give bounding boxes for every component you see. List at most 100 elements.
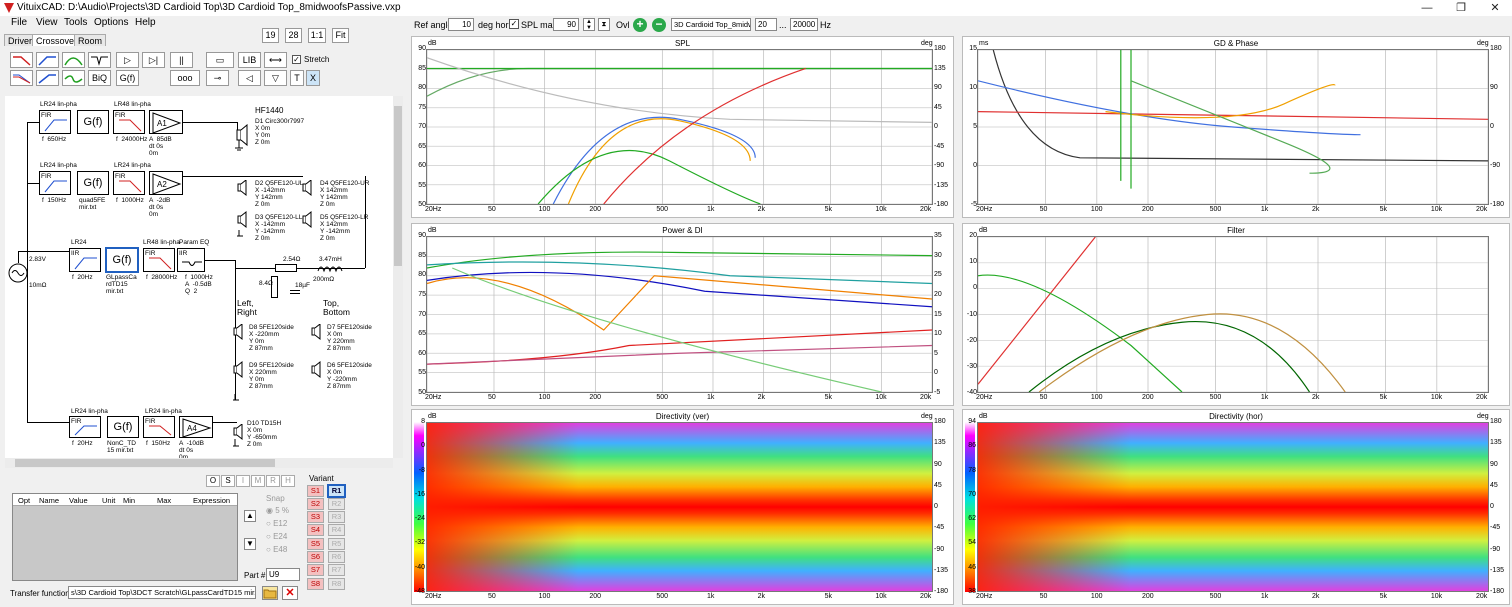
freq-from-input[interactable]: 20 [755, 18, 777, 31]
variant-s2-button[interactable]: S2 [307, 498, 324, 510]
dirhor-graph[interactable]: Directivity (hor) dB deg 94 86 78 70 62 54 46 38 1… [962, 409, 1510, 605]
clear-icon[interactable]: ✕ [282, 586, 298, 600]
notch-filter-button[interactable] [88, 52, 111, 68]
amp-block-1[interactable]: A1 [149, 110, 183, 134]
part-number-input[interactable]: U9 [266, 568, 300, 581]
resistor-2[interactable] [271, 276, 278, 298]
menu-view[interactable]: View [36, 17, 58, 28]
zoom-fit-button[interactable]: Fit [332, 28, 349, 43]
variant-s3-button[interactable]: S3 [307, 511, 324, 523]
zoom-19-button[interactable]: 19 [262, 28, 279, 43]
ref-angle-input[interactable]: 10 [448, 18, 474, 31]
maximize-button[interactable]: ❐ [1456, 2, 1466, 14]
fir-block-1[interactable]: FIR [39, 110, 71, 134]
minimize-button[interactable]: — [1421, 2, 1433, 14]
spl-max-input[interactable]: 90 [553, 18, 579, 31]
zoom-1to1-button[interactable]: 1:1 [308, 28, 326, 43]
gf-block-2[interactable]: G(f) [77, 171, 109, 195]
transformer-button[interactable]: ⊸ [206, 70, 229, 86]
power-graph[interactable]: Power & DI dB 90 85 80 75 70 65 60 55 50 35 30 25 20 15… [411, 223, 954, 406]
plot-area[interactable] [977, 49, 1489, 205]
amp-block-2[interactable]: A2 [149, 171, 183, 195]
fir-block-2[interactable]: FIR [113, 110, 145, 134]
variant-s5-button[interactable]: S5 [307, 538, 324, 550]
mode-m-button[interactable]: M [251, 475, 265, 487]
plot-area[interactable] [426, 422, 933, 592]
stretch-checkbox[interactable]: ✓ [292, 55, 301, 64]
menu-tools[interactable]: Tools [64, 17, 88, 28]
inverter-button[interactable]: ▷| [142, 52, 165, 68]
wire-button[interactable]: ⟷ [264, 52, 287, 68]
mode-h-button[interactable]: H [281, 475, 295, 487]
open-folder-icon[interactable] [262, 586, 278, 600]
plot-area[interactable] [977, 422, 1489, 592]
voltage-source-icon[interactable] [7, 262, 29, 284]
variant-r8-button[interactable]: R8 [328, 578, 345, 590]
variant-s8-button[interactable]: S8 [307, 578, 324, 590]
filter-graph[interactable]: Filter dB 20 10 0 -10 -20 -30 -40 20Hz 50 100 200 500… [962, 223, 1510, 406]
fir-block-5[interactable]: FIR [143, 248, 175, 272]
mode-o-button[interactable]: O [206, 475, 220, 487]
gf-block-1[interactable]: G(f) [77, 110, 109, 134]
spl-graph[interactable]: SPL dB deg 90 85 80 75 70 65 60 55 50 180 135 90 45 0 -45… [411, 36, 954, 218]
move-up-button[interactable]: ▲ [244, 510, 256, 522]
resistor-button[interactable]: ▭ [206, 52, 234, 68]
fir-block-6[interactable]: FIR [69, 416, 101, 438]
gf-block-selected[interactable]: G(f) [105, 247, 139, 273]
capacitor-button[interactable]: || [170, 52, 193, 68]
inductor-1[interactable] [317, 263, 343, 273]
remove-overlay-button[interactable]: − [652, 18, 666, 32]
gf-button[interactable]: G(f) [116, 70, 139, 86]
overlay-name-input[interactable]: 3D Cardioid Top_8midw [671, 18, 751, 31]
schematic-canvas[interactable]: LR24 lin-pha FIR f 650Hz G(f) LR48 lin-p… [5, 96, 393, 458]
library-button[interactable]: LIB [238, 52, 261, 68]
iir-block-1[interactable]: IIR [69, 248, 101, 272]
inductor-button[interactable]: ooo [170, 70, 200, 86]
menu-options[interactable]: Options [94, 17, 129, 28]
variant-r1-button[interactable]: R1 [327, 484, 346, 498]
fir-block-3[interactable]: FIR [39, 171, 71, 195]
highpass-lr-button[interactable] [36, 70, 59, 86]
speaker-button[interactable]: ◁ [238, 70, 261, 86]
bandpass-filter-button[interactable] [62, 52, 85, 68]
allpass-button[interactable] [62, 70, 85, 86]
biquad-button[interactable]: BiQ [88, 70, 111, 86]
variant-s7-button[interactable]: S7 [307, 564, 324, 576]
variant-r7-button[interactable]: R7 [328, 564, 345, 576]
resistor-1[interactable] [275, 264, 297, 272]
buffer-button[interactable]: ▷ [116, 52, 139, 68]
spl-max-checkbox[interactable]: ✓ [509, 19, 519, 29]
zoom-28-button[interactable]: 28 [285, 28, 302, 43]
mode-r-button[interactable]: R [266, 475, 280, 487]
schematic-horizontal-scrollbar[interactable] [5, 458, 393, 468]
variant-r4-button[interactable]: R4 [328, 524, 345, 536]
move-down-button[interactable]: ▼ [244, 538, 256, 550]
dirver-graph[interactable]: Directivity (ver) dB deg 8 0 -8 -16 -24 -32 -40 -… [411, 409, 954, 605]
menu-file[interactable]: File [11, 17, 28, 28]
variant-r3-button[interactable]: R3 [328, 511, 345, 523]
tab-room[interactable]: Room [74, 34, 107, 46]
ground-button[interactable]: ▽ [264, 70, 287, 86]
param-eq-block[interactable]: IIR [177, 248, 205, 272]
lowpass-filter-button[interactable] [10, 52, 33, 68]
variant-s1-button[interactable]: S1 [307, 485, 324, 497]
spl-max-reset-button[interactable]: ⧗ [598, 18, 610, 31]
gf-block-4[interactable]: G(f) [107, 416, 139, 438]
lowpass-lr-button[interactable] [10, 70, 33, 86]
snap-5pct-radio[interactable]: ◉ 5 % [266, 506, 289, 515]
freq-to-input[interactable]: 20000 [790, 18, 818, 31]
delete-tool-button[interactable]: X [306, 70, 320, 86]
fir-block-7[interactable]: FIR [143, 416, 175, 438]
variant-r6-button[interactable]: R6 [328, 551, 345, 563]
fir-block-4[interactable]: FIR [113, 171, 145, 195]
variant-s6-button[interactable]: S6 [307, 551, 324, 563]
variant-r5-button[interactable]: R5 [328, 538, 345, 550]
plot-area[interactable] [426, 49, 933, 205]
optimizer-table[interactable]: Opt Name Value Unit Min Max Expression [12, 493, 238, 581]
mode-i-button[interactable]: I [236, 475, 250, 487]
speaker-icon[interactable] [235, 124, 253, 154]
mode-s-button[interactable]: S [221, 475, 235, 487]
plot-area[interactable] [426, 236, 933, 393]
spl-max-spinner[interactable]: ▲ ▼ [583, 18, 595, 31]
gd-graph[interactable]: GD & Phase ms deg 15 10 5 0 -5 180 90 0 -90 -180 20Hz… [962, 36, 1510, 218]
